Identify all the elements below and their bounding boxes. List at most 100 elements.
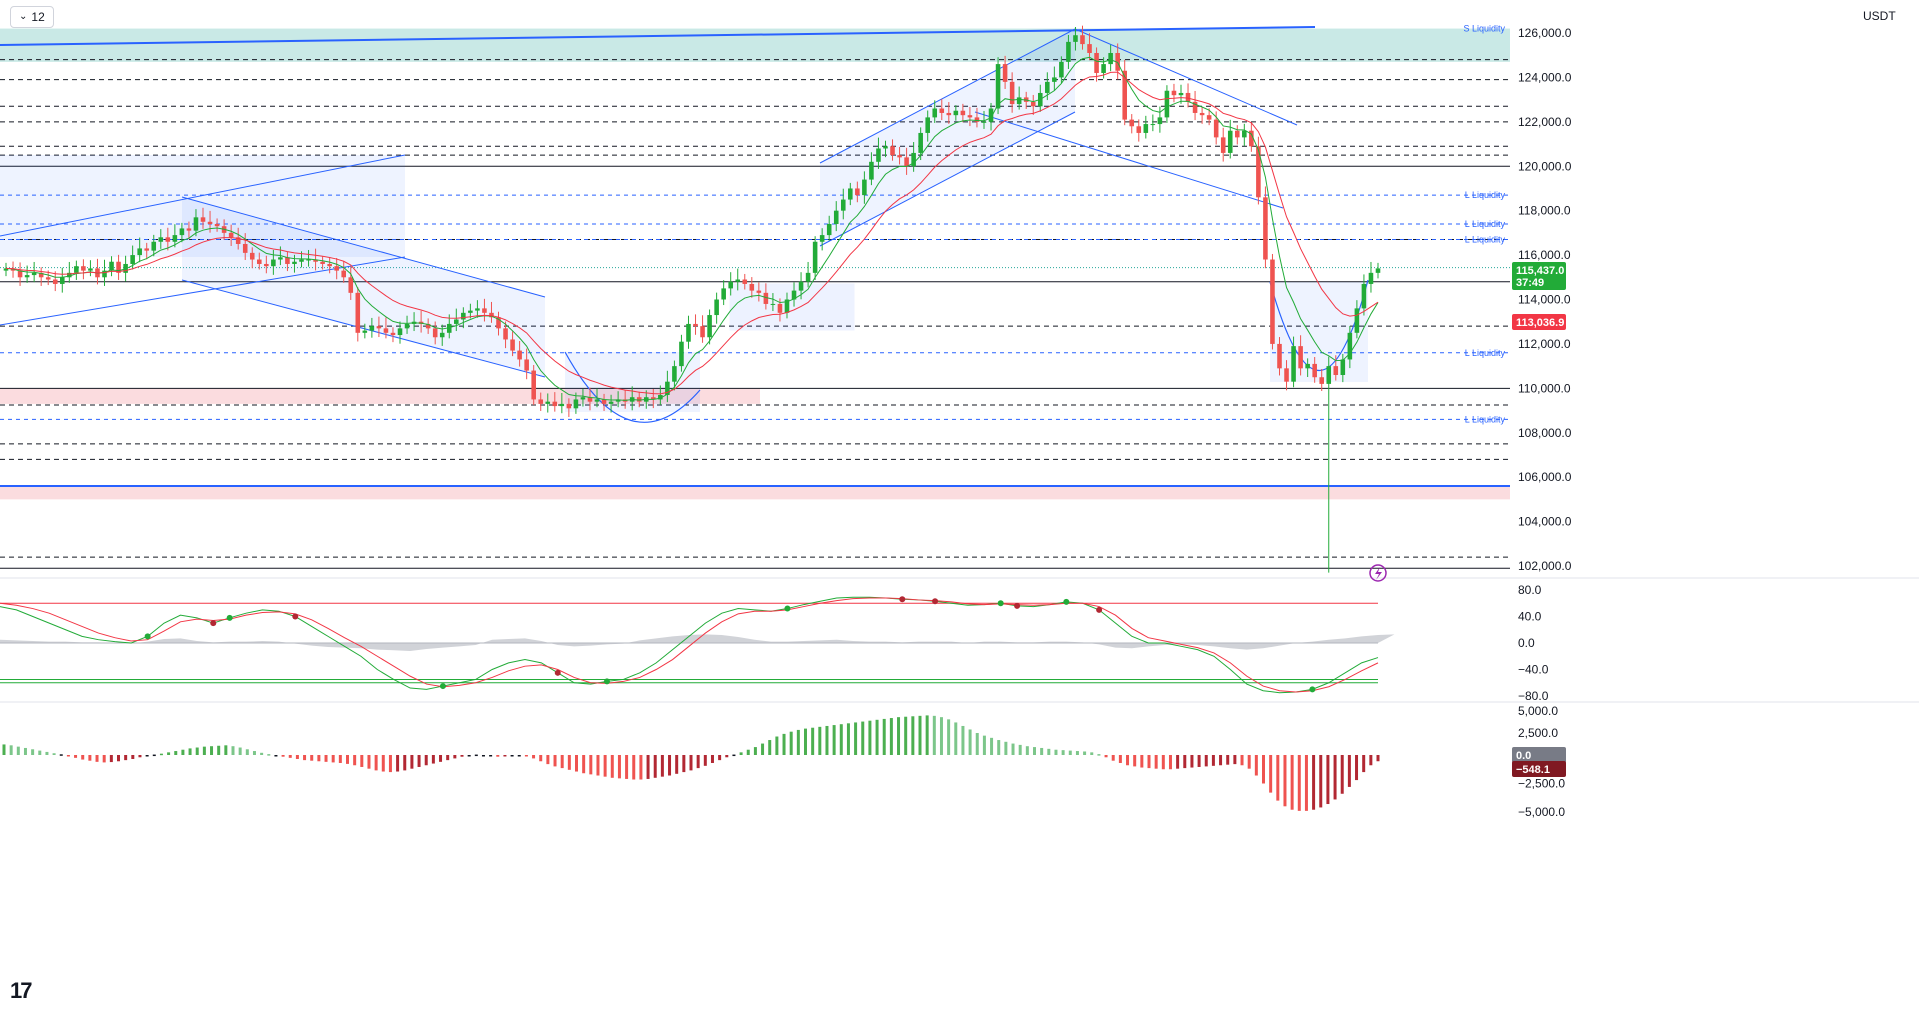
macd-bar bbox=[102, 755, 106, 763]
osc-histogram-area bbox=[0, 634, 1395, 651]
macd-bar bbox=[81, 755, 85, 760]
candle-body bbox=[1080, 35, 1085, 45]
macd-bar bbox=[195, 747, 199, 755]
macd-bar bbox=[1104, 755, 1108, 758]
macd-bar bbox=[367, 755, 371, 769]
candle-body bbox=[1291, 346, 1296, 382]
candle-body bbox=[897, 155, 902, 158]
macd-bar bbox=[9, 745, 13, 755]
macd-bar bbox=[603, 755, 607, 777]
candle-body bbox=[109, 261, 114, 271]
osc-cross-dot bbox=[1309, 686, 1316, 693]
macd-bar bbox=[1254, 755, 1258, 776]
currency-label[interactable]: USDT bbox=[1855, 6, 1904, 26]
macd-bar bbox=[267, 754, 271, 756]
macd-bar bbox=[124, 755, 128, 761]
candle-body bbox=[1227, 130, 1233, 153]
candle-body bbox=[151, 241, 157, 251]
rounding-bottom-1 bbox=[564, 351, 701, 423]
candle-body bbox=[798, 281, 804, 291]
candle-body bbox=[228, 232, 234, 238]
osc-axis-tick: 0.0 bbox=[1518, 636, 1535, 650]
channels-layer bbox=[0, 26, 1369, 423]
candle-body bbox=[10, 268, 16, 271]
macd-bar bbox=[1190, 755, 1194, 768]
candle-body bbox=[1361, 283, 1367, 309]
candle-body bbox=[1368, 272, 1374, 284]
macd-bar bbox=[990, 737, 994, 755]
candle-body bbox=[313, 259, 318, 262]
candle-body bbox=[432, 328, 438, 338]
macd-bar bbox=[918, 715, 922, 755]
candle-body bbox=[257, 259, 262, 264]
macd-bar bbox=[560, 755, 564, 769]
macd-bar bbox=[753, 747, 757, 755]
candle-body bbox=[608, 401, 614, 404]
macd-bar bbox=[59, 754, 63, 756]
candle-body bbox=[566, 403, 572, 409]
candle-body bbox=[1143, 124, 1149, 133]
ma-value-tag-bg bbox=[1512, 314, 1566, 330]
macd-bar bbox=[1333, 755, 1337, 800]
lightning-bolt-icon bbox=[1375, 567, 1382, 580]
interval-selector[interactable]: ⌄ 12 bbox=[10, 6, 54, 28]
osc-axis-tick: 80.0 bbox=[1518, 583, 1542, 597]
candle-body bbox=[1122, 70, 1127, 120]
candle-body bbox=[446, 323, 452, 333]
macd-bar bbox=[1319, 755, 1323, 808]
price-axis-tick: 120,000.0 bbox=[1518, 159, 1572, 173]
macd-bar bbox=[732, 754, 736, 757]
candle-body bbox=[1199, 112, 1205, 116]
candle-body bbox=[1009, 81, 1015, 105]
macd-bar bbox=[932, 715, 936, 755]
candle-body bbox=[559, 403, 565, 407]
trendline-6 bbox=[819, 111, 1076, 247]
macd-bar bbox=[1326, 755, 1330, 805]
macd-bar bbox=[1262, 755, 1265, 784]
macd-bar bbox=[52, 753, 56, 755]
macd-bar bbox=[746, 749, 750, 755]
macd-bar bbox=[939, 717, 943, 755]
macd-bar bbox=[675, 755, 679, 774]
price-axis-tick: 110,000.0 bbox=[1518, 381, 1571, 395]
macd-bar bbox=[1355, 755, 1359, 781]
macd-bar bbox=[1090, 752, 1094, 755]
candle-body bbox=[1312, 363, 1317, 378]
macd-bar bbox=[703, 755, 707, 766]
macd-bar bbox=[396, 755, 400, 772]
macd-bar bbox=[181, 749, 185, 755]
candle-body bbox=[538, 399, 544, 404]
candle-body bbox=[264, 263, 269, 267]
candle-body bbox=[235, 237, 241, 244]
candle-body bbox=[285, 257, 290, 264]
candle-body bbox=[116, 261, 121, 273]
macd-bar bbox=[453, 755, 457, 759]
candle-body bbox=[756, 290, 762, 293]
candle-body bbox=[200, 217, 206, 222]
macd-bar bbox=[1297, 755, 1301, 811]
macd-bar bbox=[353, 755, 357, 766]
candle-body bbox=[249, 252, 255, 260]
macd-bar bbox=[804, 728, 807, 755]
macd-bar bbox=[381, 755, 385, 772]
trendline-1 bbox=[0, 154, 406, 237]
price-axis-tick: 116,000.0 bbox=[1518, 248, 1571, 262]
osc-fast-line bbox=[0, 596, 1379, 694]
candle-body bbox=[587, 397, 593, 402]
candle-body bbox=[271, 259, 276, 267]
macd-axis-tick: 2,500.0 bbox=[1518, 726, 1558, 740]
candle-body bbox=[728, 281, 733, 289]
candle-body bbox=[594, 399, 600, 402]
macd-bar bbox=[1219, 755, 1223, 766]
tradingview-logo-icon: 17 bbox=[10, 978, 33, 1003]
macd-bar bbox=[1347, 755, 1351, 787]
macd-bar bbox=[331, 755, 335, 763]
macd-bar bbox=[1204, 755, 1208, 767]
candle-body bbox=[1206, 115, 1212, 120]
candle-body bbox=[1052, 77, 1057, 82]
candle-body bbox=[306, 259, 311, 261]
macd-histogram-pane: 5,000.0 2,500.0 −2,500.0 −5,000.0 bbox=[2, 704, 1565, 819]
macd-bar bbox=[954, 722, 958, 755]
macd-bar bbox=[23, 747, 27, 755]
